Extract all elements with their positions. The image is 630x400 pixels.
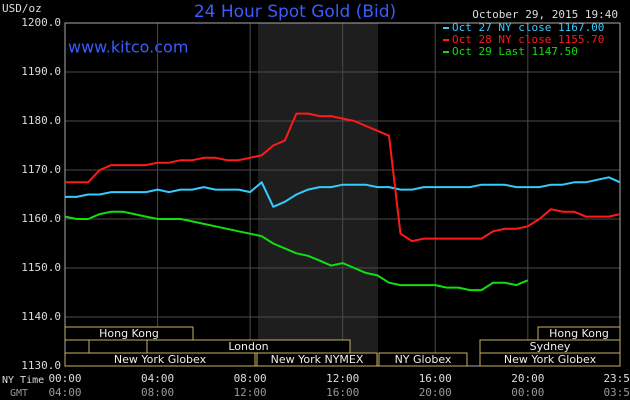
session-label: NY Globex <box>395 353 452 366</box>
session-box <box>64 339 90 354</box>
site-label: www.kitco.com <box>68 38 188 57</box>
session-label: New York Globex <box>504 353 597 366</box>
x-tick-label: 12:00 <box>326 372 359 385</box>
x2-tick-label: 04:00 <box>48 386 81 399</box>
y-tick-label: 1180.0 <box>21 114 61 127</box>
y-tick-label: 1140.0 <box>21 310 61 323</box>
chart-title: 24 Hour Spot Gold (Bid) <box>194 2 396 22</box>
nymex-shade <box>258 23 378 366</box>
session-label: London <box>228 340 268 353</box>
x-tick-label: 08:00 <box>234 372 267 385</box>
x-axis-label: NY Time <box>2 375 44 386</box>
timestamp: October 29, 2015 19:40 <box>472 8 618 21</box>
x2-tick-label: 16:00 <box>326 386 359 399</box>
legend-label: Oct 28 NY close 1155.70 <box>452 33 604 46</box>
x2-tick-label: 03:59 <box>603 386 630 399</box>
session-box <box>378 352 468 367</box>
y-tick-label: 1190.0 <box>21 65 61 78</box>
session-box <box>256 352 378 367</box>
x-tick-label: 04:00 <box>141 372 174 385</box>
session-box <box>64 352 256 367</box>
y-tick-label: 1160.0 <box>21 212 61 225</box>
session-box <box>479 352 621 367</box>
x-tick-label: 00:00 <box>48 372 81 385</box>
session-label: New York NYMEX <box>271 353 364 366</box>
series-line <box>65 176 621 208</box>
x-tick-label: 16:00 <box>419 372 452 385</box>
session-label: Sydney <box>530 340 571 353</box>
series-line <box>64 210 529 292</box>
x2-tick-label: 00:00 <box>511 386 544 399</box>
x-tick-label: 20:00 <box>511 372 544 385</box>
legend-label: Oct 29 Last 1147.50 <box>452 45 578 58</box>
y-axis-label: USD/oz <box>2 2 42 15</box>
y-tick-label: 1170.0 <box>21 163 61 176</box>
session-label: New York Globex <box>114 353 207 366</box>
session-label: Hong Kong <box>549 327 609 340</box>
y-tick-label: 1130.0 <box>21 359 61 372</box>
y-tick-label: 1200.0 <box>21 16 61 29</box>
session-box <box>64 326 194 341</box>
series-line <box>65 112 621 243</box>
session-box <box>537 326 621 341</box>
x-tick-label: 23:59 <box>603 372 630 385</box>
legend-label: Oct 27 NY close 1167.00 <box>452 21 604 34</box>
x2-axis-label: GMT <box>10 388 28 399</box>
x2-tick-label: 20:00 <box>419 386 452 399</box>
session-label: Hong Kong <box>99 327 159 340</box>
y-tick-label: 1150.0 <box>21 261 61 274</box>
x2-tick-label: 12:00 <box>234 386 267 399</box>
x2-tick-label: 08:00 <box>141 386 174 399</box>
